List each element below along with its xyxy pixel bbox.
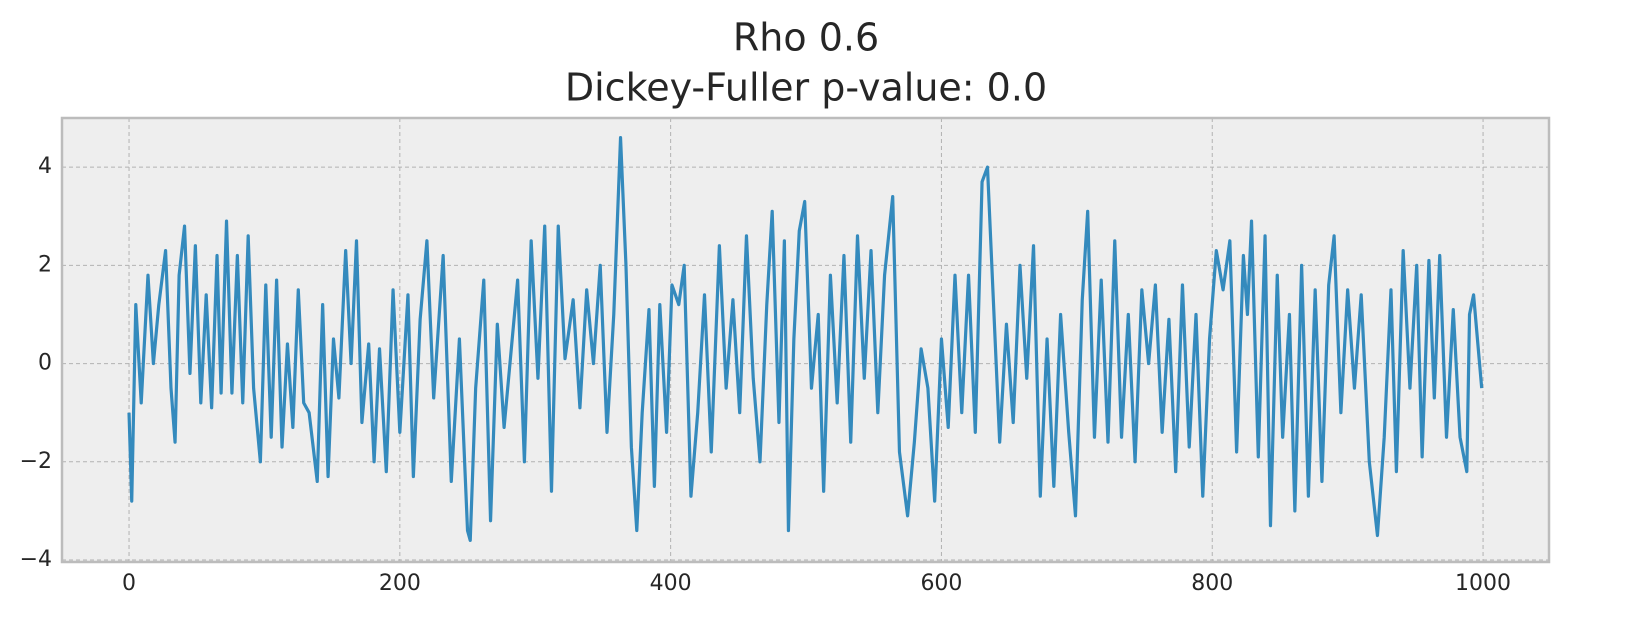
- data-line: [127, 136, 1484, 542]
- y-tick-label: 2: [38, 252, 52, 277]
- plot-frame: [60, 116, 1551, 564]
- x-tick-label: 600: [920, 571, 962, 596]
- y-tick-label: −2: [20, 449, 52, 474]
- plot-area: [62, 118, 1549, 562]
- x-tick-label: 1000: [1455, 571, 1511, 596]
- chart-subtitle: Dickey-Fuller p-value: 0.0: [565, 66, 1047, 110]
- x-tick-label: 200: [379, 571, 421, 596]
- x-tick-label: 0: [122, 571, 136, 596]
- y-tick-label: 4: [38, 154, 52, 179]
- x-tick-label: 400: [650, 571, 692, 596]
- x-tick-label: 800: [1191, 571, 1233, 596]
- y-tick-label: 0: [38, 351, 52, 376]
- chart-title: Rho 0.6: [733, 16, 879, 60]
- y-tick-label: −4: [20, 547, 52, 572]
